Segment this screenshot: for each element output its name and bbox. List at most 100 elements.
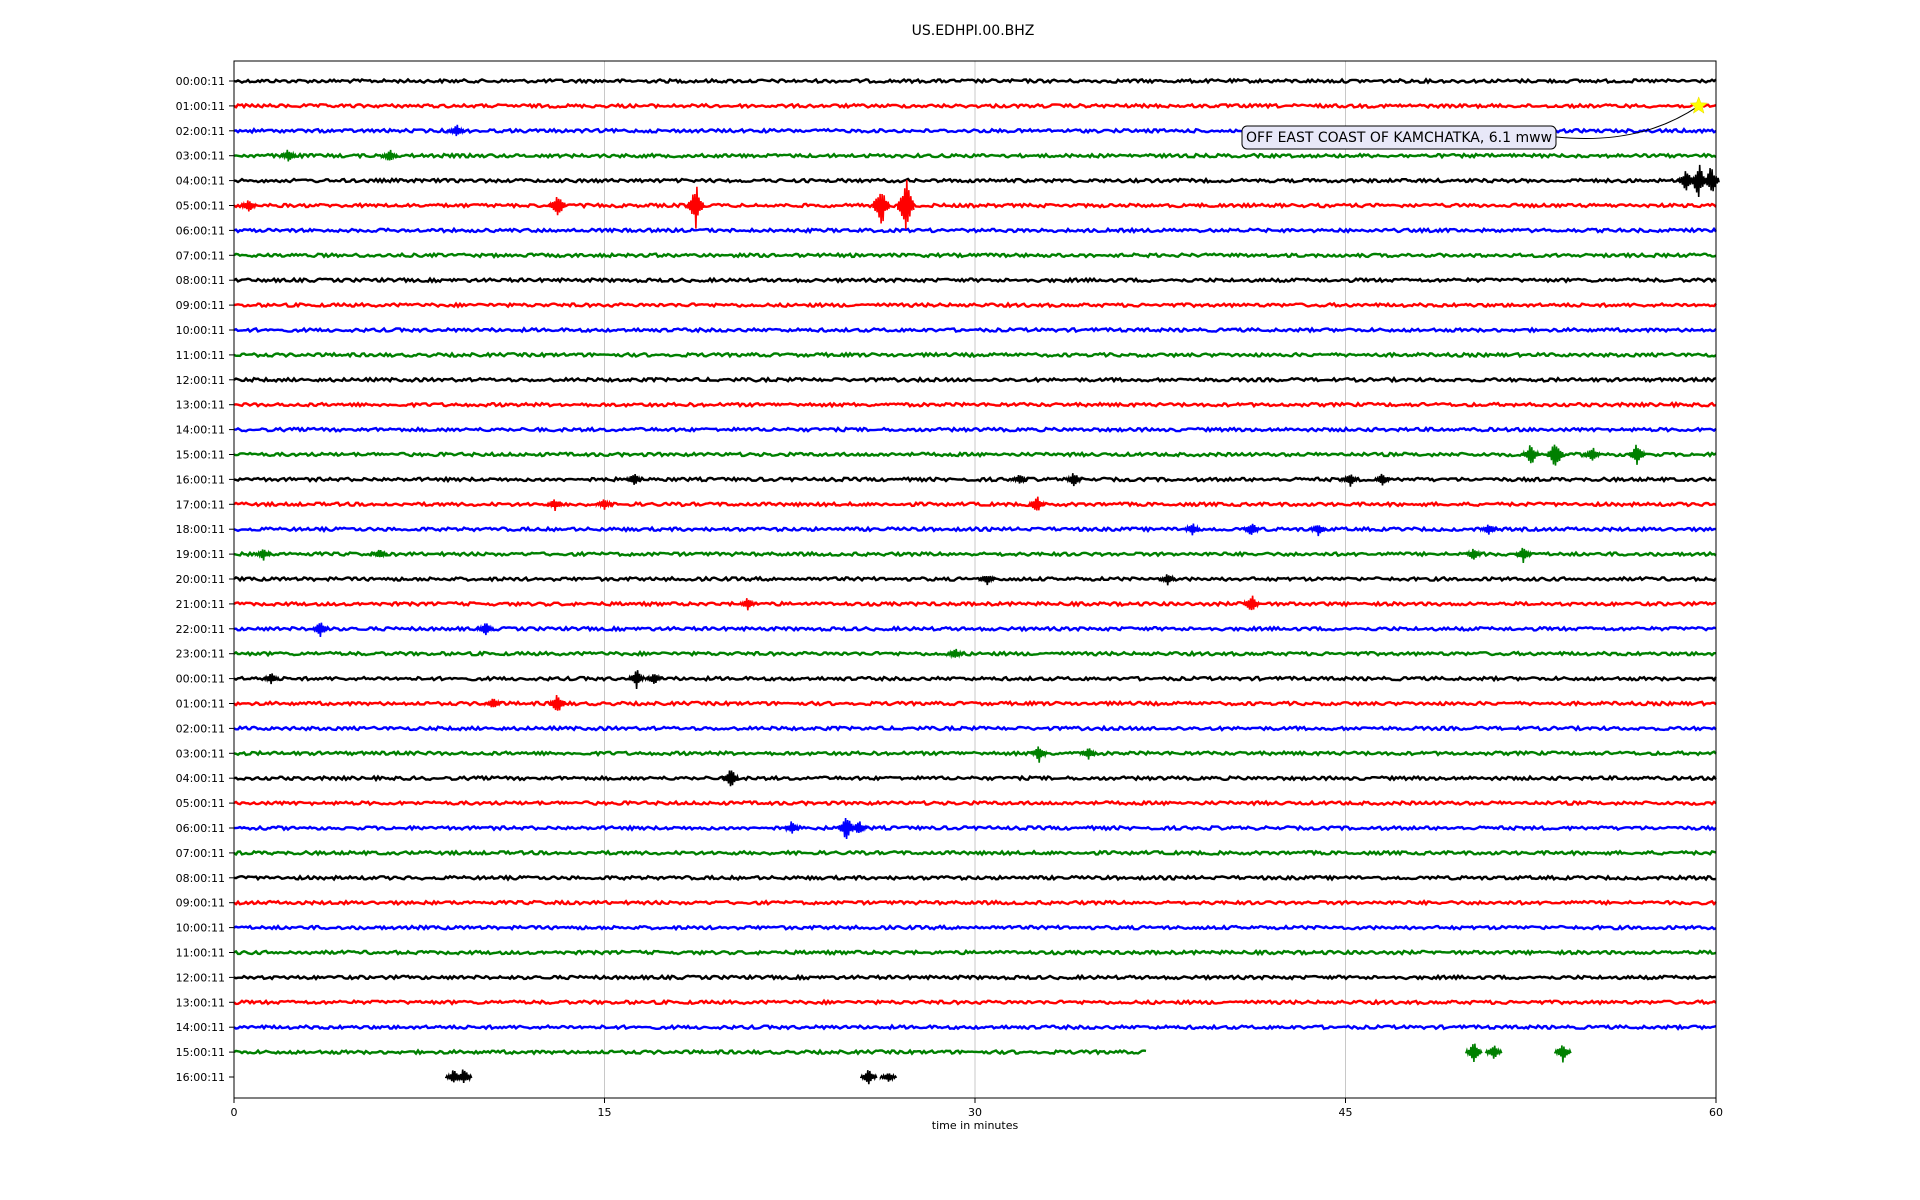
event-burst — [454, 1069, 473, 1083]
x-tick-label: 0 — [231, 1106, 238, 1119]
trace-line — [233, 824, 1717, 832]
event-burst — [1554, 1045, 1572, 1063]
event-burst — [1010, 474, 1029, 485]
trace-line — [233, 650, 1716, 658]
row-time-label: 04:00:11 — [176, 175, 225, 188]
row-time-label: 11:00:11 — [176, 349, 225, 362]
trace-line — [233, 475, 1716, 484]
row-time-label: 02:00:11 — [176, 722, 225, 735]
trace-line — [233, 276, 1717, 284]
trace-line — [233, 1023, 1717, 1031]
event-burst — [978, 574, 996, 586]
trace-line — [233, 849, 1717, 857]
trace-line — [233, 102, 1717, 110]
event-burst — [1242, 523, 1261, 535]
event-burst — [1028, 496, 1046, 511]
event-burst — [1522, 445, 1540, 464]
event-burst — [1689, 164, 1708, 198]
x-axis-ticks: 0 15 30 45 60 — [231, 1098, 1723, 1119]
row-time-label: 12:00:11 — [176, 374, 225, 387]
event-burst — [1373, 473, 1392, 486]
trace-line — [233, 799, 1717, 807]
row-time-label: 09:00:11 — [176, 299, 225, 312]
trace-line — [233, 226, 1717, 235]
row-time-label: 15:00:11 — [176, 1046, 225, 1059]
row-time-label: 06:00:11 — [176, 224, 225, 237]
row-time-label: 14:00:11 — [176, 424, 225, 437]
row-time-label: 19:00:11 — [176, 548, 225, 561]
event-burst-group — [240, 124, 1720, 1085]
event-burst — [548, 196, 567, 216]
row-time-label: 17:00:11 — [176, 498, 225, 511]
event-burst — [1628, 444, 1646, 465]
event-burst — [1079, 748, 1098, 760]
event-burst — [897, 179, 915, 230]
trace-line — [233, 874, 1717, 882]
row-time-label: 15:00:11 — [176, 449, 225, 462]
trace-line — [233, 724, 1717, 732]
event-burst — [1465, 548, 1483, 560]
event-burst — [739, 598, 757, 611]
row-time-label: 07:00:11 — [176, 847, 225, 860]
trace-line — [233, 326, 1717, 334]
event-burst — [850, 821, 868, 833]
x-tick-label: 45 — [1339, 1106, 1353, 1119]
row-time-label: 12:00:11 — [176, 971, 225, 984]
row-time-label: 14:00:11 — [176, 1021, 225, 1034]
event-burst — [625, 474, 643, 485]
annotation-connector — [1555, 105, 1699, 140]
event-burst — [1030, 746, 1048, 763]
x-tick-label: 15 — [598, 1106, 612, 1119]
trace-line — [233, 749, 1717, 757]
event-burst — [1480, 524, 1498, 535]
trace-line — [233, 899, 1717, 907]
row-time-labels: 00:00:11 01:00:11 02:00:11 03:00:11 04:00:11… — [176, 75, 234, 1084]
row-time-label: 07:00:11 — [176, 249, 225, 262]
event-burst — [1242, 595, 1261, 611]
row-time-label: 16:00:11 — [176, 473, 225, 486]
trace-line — [233, 400, 1717, 409]
row-time-label: 05:00:11 — [176, 797, 225, 810]
row-time-label: 04:00:11 — [176, 772, 225, 785]
x-tick-label: 60 — [1709, 1106, 1723, 1119]
trace-line — [233, 351, 1717, 359]
row-time-label: 10:00:11 — [176, 324, 225, 337]
event-burst — [879, 1072, 898, 1082]
trace-line — [233, 251, 1717, 259]
event-burst — [370, 549, 389, 559]
trace-line — [233, 525, 1717, 533]
row-time-label: 03:00:11 — [176, 747, 225, 760]
trace-line — [233, 699, 1717, 708]
row-time-label: 00:00:11 — [176, 75, 225, 88]
event-burst — [1583, 447, 1602, 461]
trace-line — [233, 973, 1717, 981]
trace-line — [233, 600, 1717, 608]
row-time-label: 05:00:11 — [176, 200, 225, 213]
row-time-label: 16:00:11 — [176, 1071, 225, 1084]
event-burst — [687, 186, 705, 229]
row-time-label: 20:00:11 — [176, 573, 225, 586]
row-time-label: 08:00:11 — [176, 274, 225, 287]
event-burst — [1183, 523, 1202, 536]
event-burst — [1514, 547, 1533, 563]
event-burst — [254, 549, 273, 561]
row-time-label: 23:00:11 — [176, 648, 225, 661]
trace-line — [233, 177, 1717, 185]
event-burst — [240, 200, 258, 212]
event-burst — [1309, 525, 1327, 537]
trace-line — [233, 451, 1717, 459]
x-tick-label: 30 — [968, 1106, 982, 1119]
row-time-label: 10:00:11 — [176, 922, 225, 935]
row-time-label: 03:00:11 — [176, 150, 225, 163]
trace-line — [233, 152, 1717, 160]
event-annotation: OFF EAST COAST OF KAMCHATKA, 6.1 mww — [1241, 96, 1708, 150]
event-burst — [1702, 168, 1720, 192]
row-time-label: 01:00:11 — [176, 698, 225, 711]
event-burst — [721, 770, 740, 787]
trace-line — [233, 575, 1717, 583]
row-time-label: 02:00:11 — [176, 125, 225, 138]
event-burst — [860, 1070, 878, 1085]
event-burst — [1065, 473, 1083, 487]
event-burst — [1341, 474, 1360, 487]
trace-line — [233, 774, 1717, 783]
